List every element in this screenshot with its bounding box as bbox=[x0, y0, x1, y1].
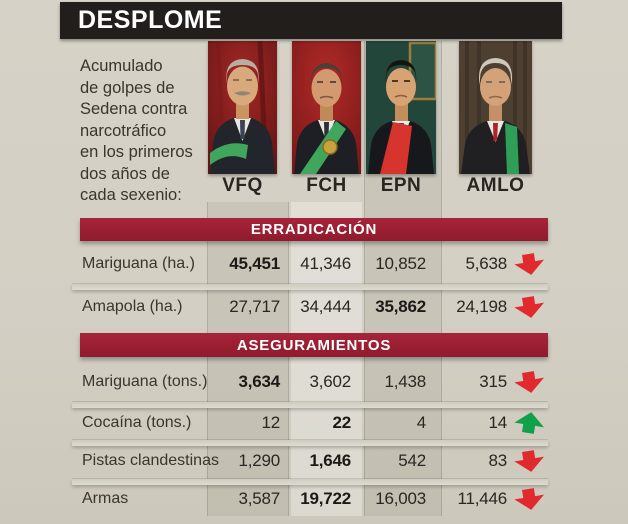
table-row: Cocaína (tons.) 12 22 4 14 bbox=[0, 406, 628, 440]
table-row: Amapola (ha.) 27,717 34,444 35,862 24,19… bbox=[0, 290, 628, 324]
president-label-amlo: AMLO bbox=[466, 175, 525, 196]
value-epn: 1,438 bbox=[384, 372, 426, 391]
value-amlo: 14 bbox=[488, 413, 507, 432]
value-fch: 19,722 bbox=[300, 489, 351, 508]
section-header-erradicacion: ERRADICACIÓN bbox=[80, 218, 548, 241]
value-epn: 10,852 bbox=[375, 254, 426, 273]
section-header-aseguramientos: ASEGURAMIENTOS bbox=[80, 333, 548, 357]
value-fch: 34,444 bbox=[300, 297, 351, 316]
arrow-down-icon bbox=[511, 295, 548, 319]
row-label: Mariguana (ha.) bbox=[82, 255, 195, 272]
intro-line: cada sexenio: bbox=[80, 186, 182, 204]
value-amlo: 83 bbox=[488, 451, 507, 470]
value-amlo: 11,446 bbox=[457, 489, 507, 508]
value-vfq: 1,290 bbox=[238, 451, 280, 470]
president-label-fch: FCH bbox=[306, 175, 347, 196]
value-fch: 22 bbox=[332, 413, 351, 432]
portrait-vfq bbox=[208, 41, 277, 174]
value-epn: 16,003 bbox=[375, 489, 426, 508]
value-vfq: 27,717 bbox=[229, 297, 280, 316]
row-separator bbox=[72, 284, 548, 290]
value-vfq: 3,587 bbox=[238, 489, 280, 508]
intro-line: dos años de bbox=[80, 164, 170, 183]
table-row: Mariguana (ha.) 45,451 41,346 10,852 5,6… bbox=[0, 244, 628, 284]
section-title: ASEGURAMIENTOS bbox=[236, 336, 392, 354]
president-label-epn: EPN bbox=[380, 175, 422, 196]
table-row: Armas 3,587 19,722 16,003 11,446 bbox=[0, 482, 628, 516]
arrow-up-icon bbox=[511, 411, 548, 435]
value-vfq: 12 bbox=[261, 413, 280, 432]
portrait-epn bbox=[366, 41, 436, 174]
table-row: Mariguana (tons.) 3,634 3,602 1,438 315 bbox=[0, 362, 628, 402]
arrow-down-icon bbox=[511, 487, 548, 511]
title-banner: DESPLOME bbox=[60, 2, 562, 39]
value-fch: 41,346 bbox=[300, 254, 351, 273]
value-fch: 1,646 bbox=[309, 451, 351, 470]
row-label: Pistas clandestinas bbox=[82, 452, 219, 469]
table-row: Pistas clandestinas 1,290 1,646 542 83 bbox=[0, 444, 628, 478]
value-epn: 35,862 bbox=[375, 297, 426, 316]
value-vfq: 45,451 bbox=[229, 254, 280, 273]
value-epn: 4 bbox=[416, 413, 426, 432]
value-epn: 542 bbox=[398, 451, 426, 470]
row-label: Armas bbox=[82, 490, 129, 507]
value-amlo: 5,638 bbox=[465, 254, 507, 273]
value-amlo: 24,198 bbox=[456, 297, 507, 316]
value-amlo: 315 bbox=[479, 372, 507, 391]
arrow-down-icon bbox=[511, 370, 548, 394]
page-title: DESPLOME bbox=[78, 6, 223, 34]
value-vfq: 3,634 bbox=[238, 372, 280, 391]
intro-line: narcotráfico bbox=[80, 121, 167, 140]
intro-line: en los primeros bbox=[80, 143, 193, 161]
column-panel-vfq bbox=[207, 202, 289, 516]
portrait-amlo bbox=[459, 41, 532, 174]
arrow-down-icon bbox=[511, 449, 548, 473]
row-label: Mariguana (tons.) bbox=[82, 373, 208, 390]
row-separator bbox=[72, 440, 548, 446]
row-label: Cocaína (tons.) bbox=[82, 414, 192, 431]
value-fch: 3,602 bbox=[309, 372, 351, 391]
arrow-down-icon bbox=[511, 252, 548, 276]
intro-text: Acumulado de golpes de Sedena contra nar… bbox=[80, 56, 210, 207]
row-separator bbox=[72, 479, 548, 485]
portrait-fch bbox=[292, 41, 361, 174]
column-panel-fch bbox=[291, 202, 362, 516]
section-title: ERRADICACIÓN bbox=[250, 221, 378, 238]
president-label-vfq: VFQ bbox=[222, 175, 263, 196]
intro-line: Acumulado bbox=[80, 57, 163, 75]
intro-line: Sedena contra bbox=[80, 100, 188, 118]
intro-line: de golpes de bbox=[80, 78, 175, 97]
row-separator bbox=[72, 402, 548, 408]
row-label: Amapola (ha.) bbox=[82, 298, 183, 315]
